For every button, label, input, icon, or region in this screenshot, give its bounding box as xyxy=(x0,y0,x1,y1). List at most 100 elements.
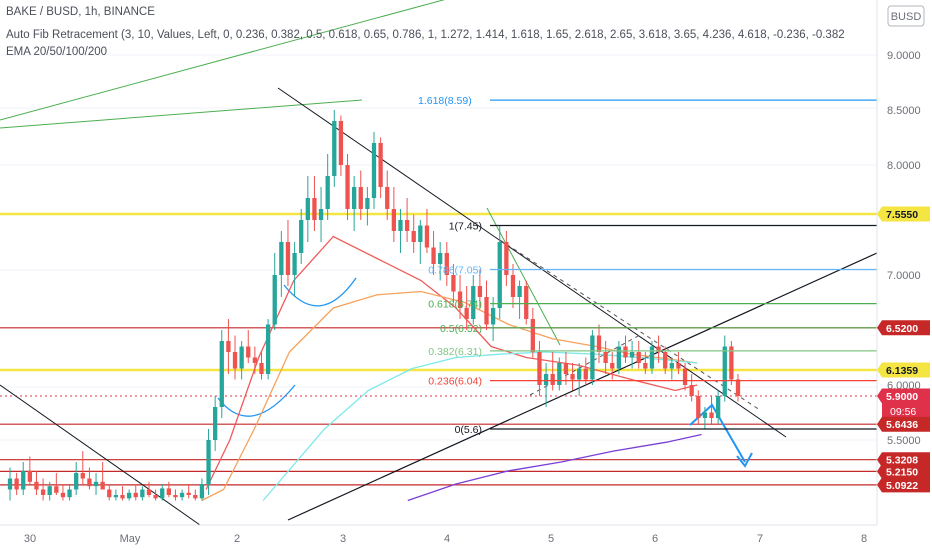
candle-body xyxy=(292,253,297,275)
candle-body xyxy=(636,352,641,363)
price-label-0: 7.5550 xyxy=(877,206,930,222)
candle-body xyxy=(107,489,112,498)
candle xyxy=(146,481,152,498)
candle-body xyxy=(338,121,344,165)
candle xyxy=(305,176,310,242)
price-label-text: 6.5200 xyxy=(886,323,918,335)
trendline-3 xyxy=(277,87,787,438)
candle-body xyxy=(160,488,165,499)
candle xyxy=(133,484,138,501)
candle-body xyxy=(676,363,681,369)
symbol-title[interactable]: BAKE / BUSD, 1h, BINANCE xyxy=(6,6,155,18)
candle-body xyxy=(34,481,39,490)
candle xyxy=(332,110,337,187)
price-label-box xyxy=(877,320,930,336)
candle-body xyxy=(451,275,456,292)
candle xyxy=(226,319,231,374)
candle xyxy=(471,275,476,325)
candle-body xyxy=(596,335,602,352)
fib-indicator-label[interactable]: Auto Fib Retracement (3, 10, Values, Lef… xyxy=(6,29,845,41)
candle-body xyxy=(457,291,463,308)
candle-body xyxy=(517,286,522,297)
candle-body xyxy=(438,253,443,264)
candle xyxy=(616,341,622,374)
candle xyxy=(603,341,608,374)
candle-body xyxy=(616,346,622,369)
candle-body xyxy=(47,486,52,495)
time-axis[interactable] xyxy=(0,525,877,550)
candle-body xyxy=(272,275,277,325)
x-tick-label: 4 xyxy=(444,533,450,545)
candle-body xyxy=(285,242,291,275)
trendline-2 xyxy=(0,384,201,526)
candle-body xyxy=(21,470,26,490)
candle xyxy=(140,486,145,501)
trendline-4 xyxy=(287,252,878,521)
candle xyxy=(21,462,26,495)
trendline-5 xyxy=(486,207,561,346)
candle-body xyxy=(391,209,397,231)
candle-body xyxy=(471,286,476,319)
x-tick-label: 3 xyxy=(340,533,346,545)
candle-body xyxy=(193,495,198,499)
ema-indicator-label[interactable]: EMA 20/50/100/200 xyxy=(6,46,107,58)
candle xyxy=(325,154,330,220)
candle-body xyxy=(510,275,516,297)
candle xyxy=(252,346,258,374)
candle xyxy=(219,330,224,418)
price-label-text: 5.2150 xyxy=(886,466,918,478)
candle-body xyxy=(358,187,363,209)
candle xyxy=(259,352,264,380)
candle-body xyxy=(252,357,258,363)
candle xyxy=(636,341,641,369)
fib-label-2: 0.786(7.05) xyxy=(428,265,482,277)
candle-body xyxy=(696,396,701,418)
trendline-6 xyxy=(499,239,761,411)
candle-body xyxy=(126,492,132,499)
candle-body xyxy=(213,407,218,440)
candle-body xyxy=(715,396,721,418)
candle xyxy=(623,335,628,363)
candle xyxy=(424,209,430,253)
candle xyxy=(715,390,721,424)
price-label-text: 7.5550 xyxy=(886,209,918,221)
candle-body xyxy=(14,478,19,490)
candle xyxy=(563,352,569,385)
candle-body xyxy=(318,209,324,220)
x-tick-label: 8 xyxy=(861,533,867,545)
candle-body xyxy=(146,489,152,495)
candle-body xyxy=(179,492,185,498)
price-label-box xyxy=(877,388,930,419)
candle-body xyxy=(246,346,251,358)
candle xyxy=(418,220,423,264)
fib-label-1: 1(7.45) xyxy=(449,221,482,233)
price-label-text: 6.1359 xyxy=(886,365,918,377)
price-label-2: 6.1359 xyxy=(877,362,930,378)
y-tick-label: 7.0000 xyxy=(887,270,921,282)
candle xyxy=(279,231,284,297)
price-axis[interactable] xyxy=(877,0,932,525)
candle xyxy=(67,484,72,501)
candle-body xyxy=(583,368,588,380)
candle xyxy=(312,176,317,231)
candle-body xyxy=(431,247,436,264)
candle-body xyxy=(332,121,337,176)
fib-label-5: 0.382(6.31) xyxy=(428,346,482,358)
price-label-text: 5.0922 xyxy=(886,480,918,492)
price-label-box xyxy=(877,206,930,222)
candle-body xyxy=(199,484,205,499)
price-labels: 7.5550 6.5200 6.1359 5.9000 09:565.6436 5.320… xyxy=(877,206,930,493)
candle-body xyxy=(219,341,224,407)
candle-body xyxy=(140,489,145,498)
price-label-text: 5.3208 xyxy=(886,455,918,467)
candle-body xyxy=(378,143,383,187)
candle xyxy=(391,187,397,242)
candle-body xyxy=(689,385,694,396)
candle-body xyxy=(649,346,655,369)
candle xyxy=(444,242,449,286)
candle-body xyxy=(345,165,350,209)
trendline-7 xyxy=(529,334,641,396)
currency-button[interactable]: BUSD xyxy=(887,5,925,27)
candle-body xyxy=(735,379,741,396)
